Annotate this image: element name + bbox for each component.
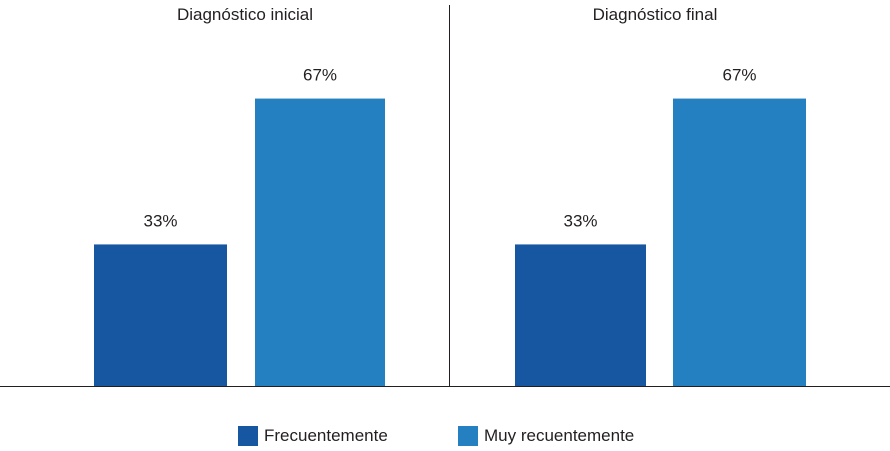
legend-swatch-frecuentemente (238, 426, 258, 446)
bar-panel2-muy-recuentemente (673, 98, 806, 386)
legend: Frecuentemente Muy recuentemente (0, 426, 890, 450)
legend-label-muy-recuentemente: Muy recuentemente (484, 426, 635, 445)
panel-title-2: Diagnóstico final (593, 5, 718, 24)
legend-swatch-muy-recuentemente (458, 426, 478, 446)
legend-label-frecuentemente: Frecuentemente (264, 426, 388, 445)
legend-item-frecuentemente: Frecuentemente (238, 426, 388, 446)
bar-panel1-frecuentemente (94, 244, 227, 386)
data-label-panel1-frecuentemente: 33% (143, 211, 177, 230)
panel-title-1: Diagnóstico inicial (177, 5, 313, 24)
legend-item-muy-recuentemente: Muy recuentemente (458, 426, 634, 446)
bar-panel2-frecuentemente (515, 244, 646, 386)
data-label-panel2-frecuentemente: 33% (563, 211, 597, 230)
data-label-panel2-muy-recuentemente: 67% (722, 66, 756, 85)
bar-panel1-muy-recuentemente (255, 98, 385, 386)
data-label-panel1-muy-recuentemente: 67% (303, 66, 337, 85)
